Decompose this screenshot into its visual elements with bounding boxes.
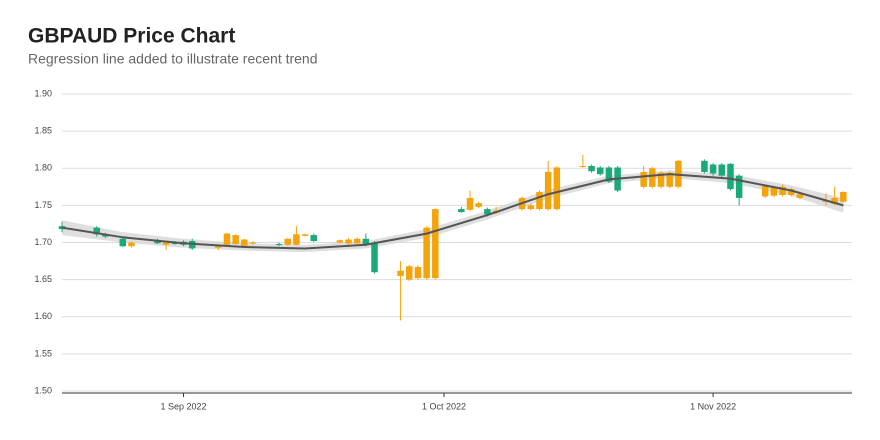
candle-body xyxy=(284,238,291,245)
candle-body xyxy=(840,192,847,202)
y-tick-label: 1.65 xyxy=(34,274,52,284)
candle-body xyxy=(588,166,595,172)
regression-line xyxy=(61,173,844,250)
y-tick-label: 1.70 xyxy=(34,237,52,247)
candle-body xyxy=(371,242,378,273)
candle-body xyxy=(475,203,482,207)
candle-body xyxy=(293,234,300,245)
candle-body xyxy=(232,235,239,244)
candle-body xyxy=(458,209,465,213)
candle-body xyxy=(527,205,535,210)
candle-body xyxy=(466,197,474,210)
candle-body xyxy=(397,270,404,276)
candle-body xyxy=(675,160,682,187)
candle-body xyxy=(761,186,769,197)
y-tick-label: 1.60 xyxy=(34,311,52,321)
candle-body xyxy=(666,172,673,187)
x-tick-label: 1 Nov 2022 xyxy=(690,401,736,411)
candle-body xyxy=(128,242,135,247)
candle-body xyxy=(432,209,439,279)
candle-body xyxy=(735,175,743,198)
candle-body xyxy=(796,194,804,198)
candle-body xyxy=(362,238,370,245)
candle-body xyxy=(727,163,734,190)
candle-body xyxy=(709,164,717,174)
candle-body xyxy=(605,167,613,182)
candle-body xyxy=(787,189,795,195)
candle-body xyxy=(779,186,786,195)
chart-title: GBPAUD Price Chart xyxy=(28,25,235,48)
candle-body xyxy=(345,239,352,244)
candle-body xyxy=(579,166,587,168)
candle-body xyxy=(310,235,318,242)
candle-body xyxy=(649,168,656,187)
candle-body xyxy=(406,266,413,280)
candle-body xyxy=(301,234,309,236)
candle-body xyxy=(275,243,283,245)
candle-body xyxy=(596,167,604,175)
candle-body xyxy=(536,192,543,210)
candle-body xyxy=(553,167,561,210)
chart-subtitle: Regression line added to illustrate rece… xyxy=(28,51,318,67)
candle-body xyxy=(215,245,222,248)
candle-body xyxy=(241,239,248,247)
candle-body xyxy=(223,233,231,245)
candle-body xyxy=(640,171,647,187)
regression-band xyxy=(62,170,844,253)
candle-body xyxy=(770,187,778,196)
candle-body xyxy=(353,238,361,244)
candle-body xyxy=(484,209,491,215)
x-tick-label: 1 Oct 2022 xyxy=(422,401,466,411)
candle-body xyxy=(718,164,726,176)
y-tick-label: 1.75 xyxy=(34,200,52,210)
candle-body xyxy=(544,171,552,210)
candle-body xyxy=(414,267,422,279)
y-tick-label: 1.90 xyxy=(34,88,52,98)
candle-body xyxy=(657,172,665,187)
y-tick-label: 1.50 xyxy=(34,385,52,395)
candle-body xyxy=(336,240,344,243)
candle-body xyxy=(119,238,127,247)
y-tick-label: 1.55 xyxy=(34,348,52,358)
candle-body xyxy=(249,242,257,244)
candle-body xyxy=(423,227,430,279)
x-tick-label: 1 Sep 2022 xyxy=(161,401,207,411)
candle-body xyxy=(831,197,838,204)
candle-body xyxy=(162,242,170,245)
y-tick-label: 1.85 xyxy=(34,126,52,136)
candle-body xyxy=(701,160,708,172)
candle-body xyxy=(154,240,161,244)
candle-body xyxy=(93,227,100,235)
y-tick-label: 1.80 xyxy=(34,163,52,173)
